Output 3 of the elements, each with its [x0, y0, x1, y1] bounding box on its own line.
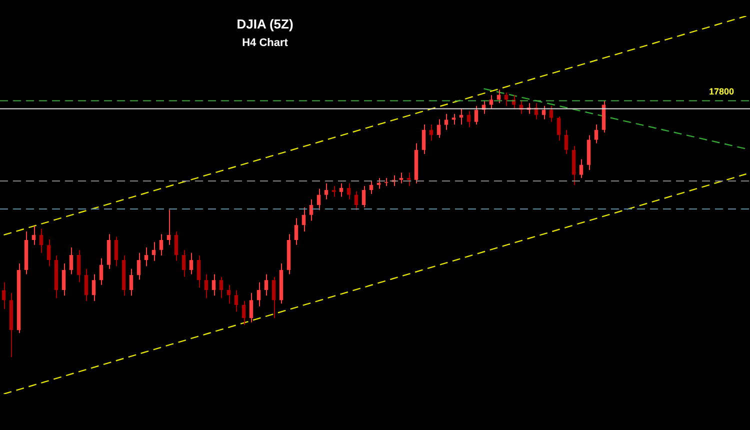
annotation: 17800	[708, 86, 734, 97]
chart-subtitle: H4 Chart	[242, 37, 288, 50]
chart-title: DJIA (5Z)	[236, 16, 294, 32]
